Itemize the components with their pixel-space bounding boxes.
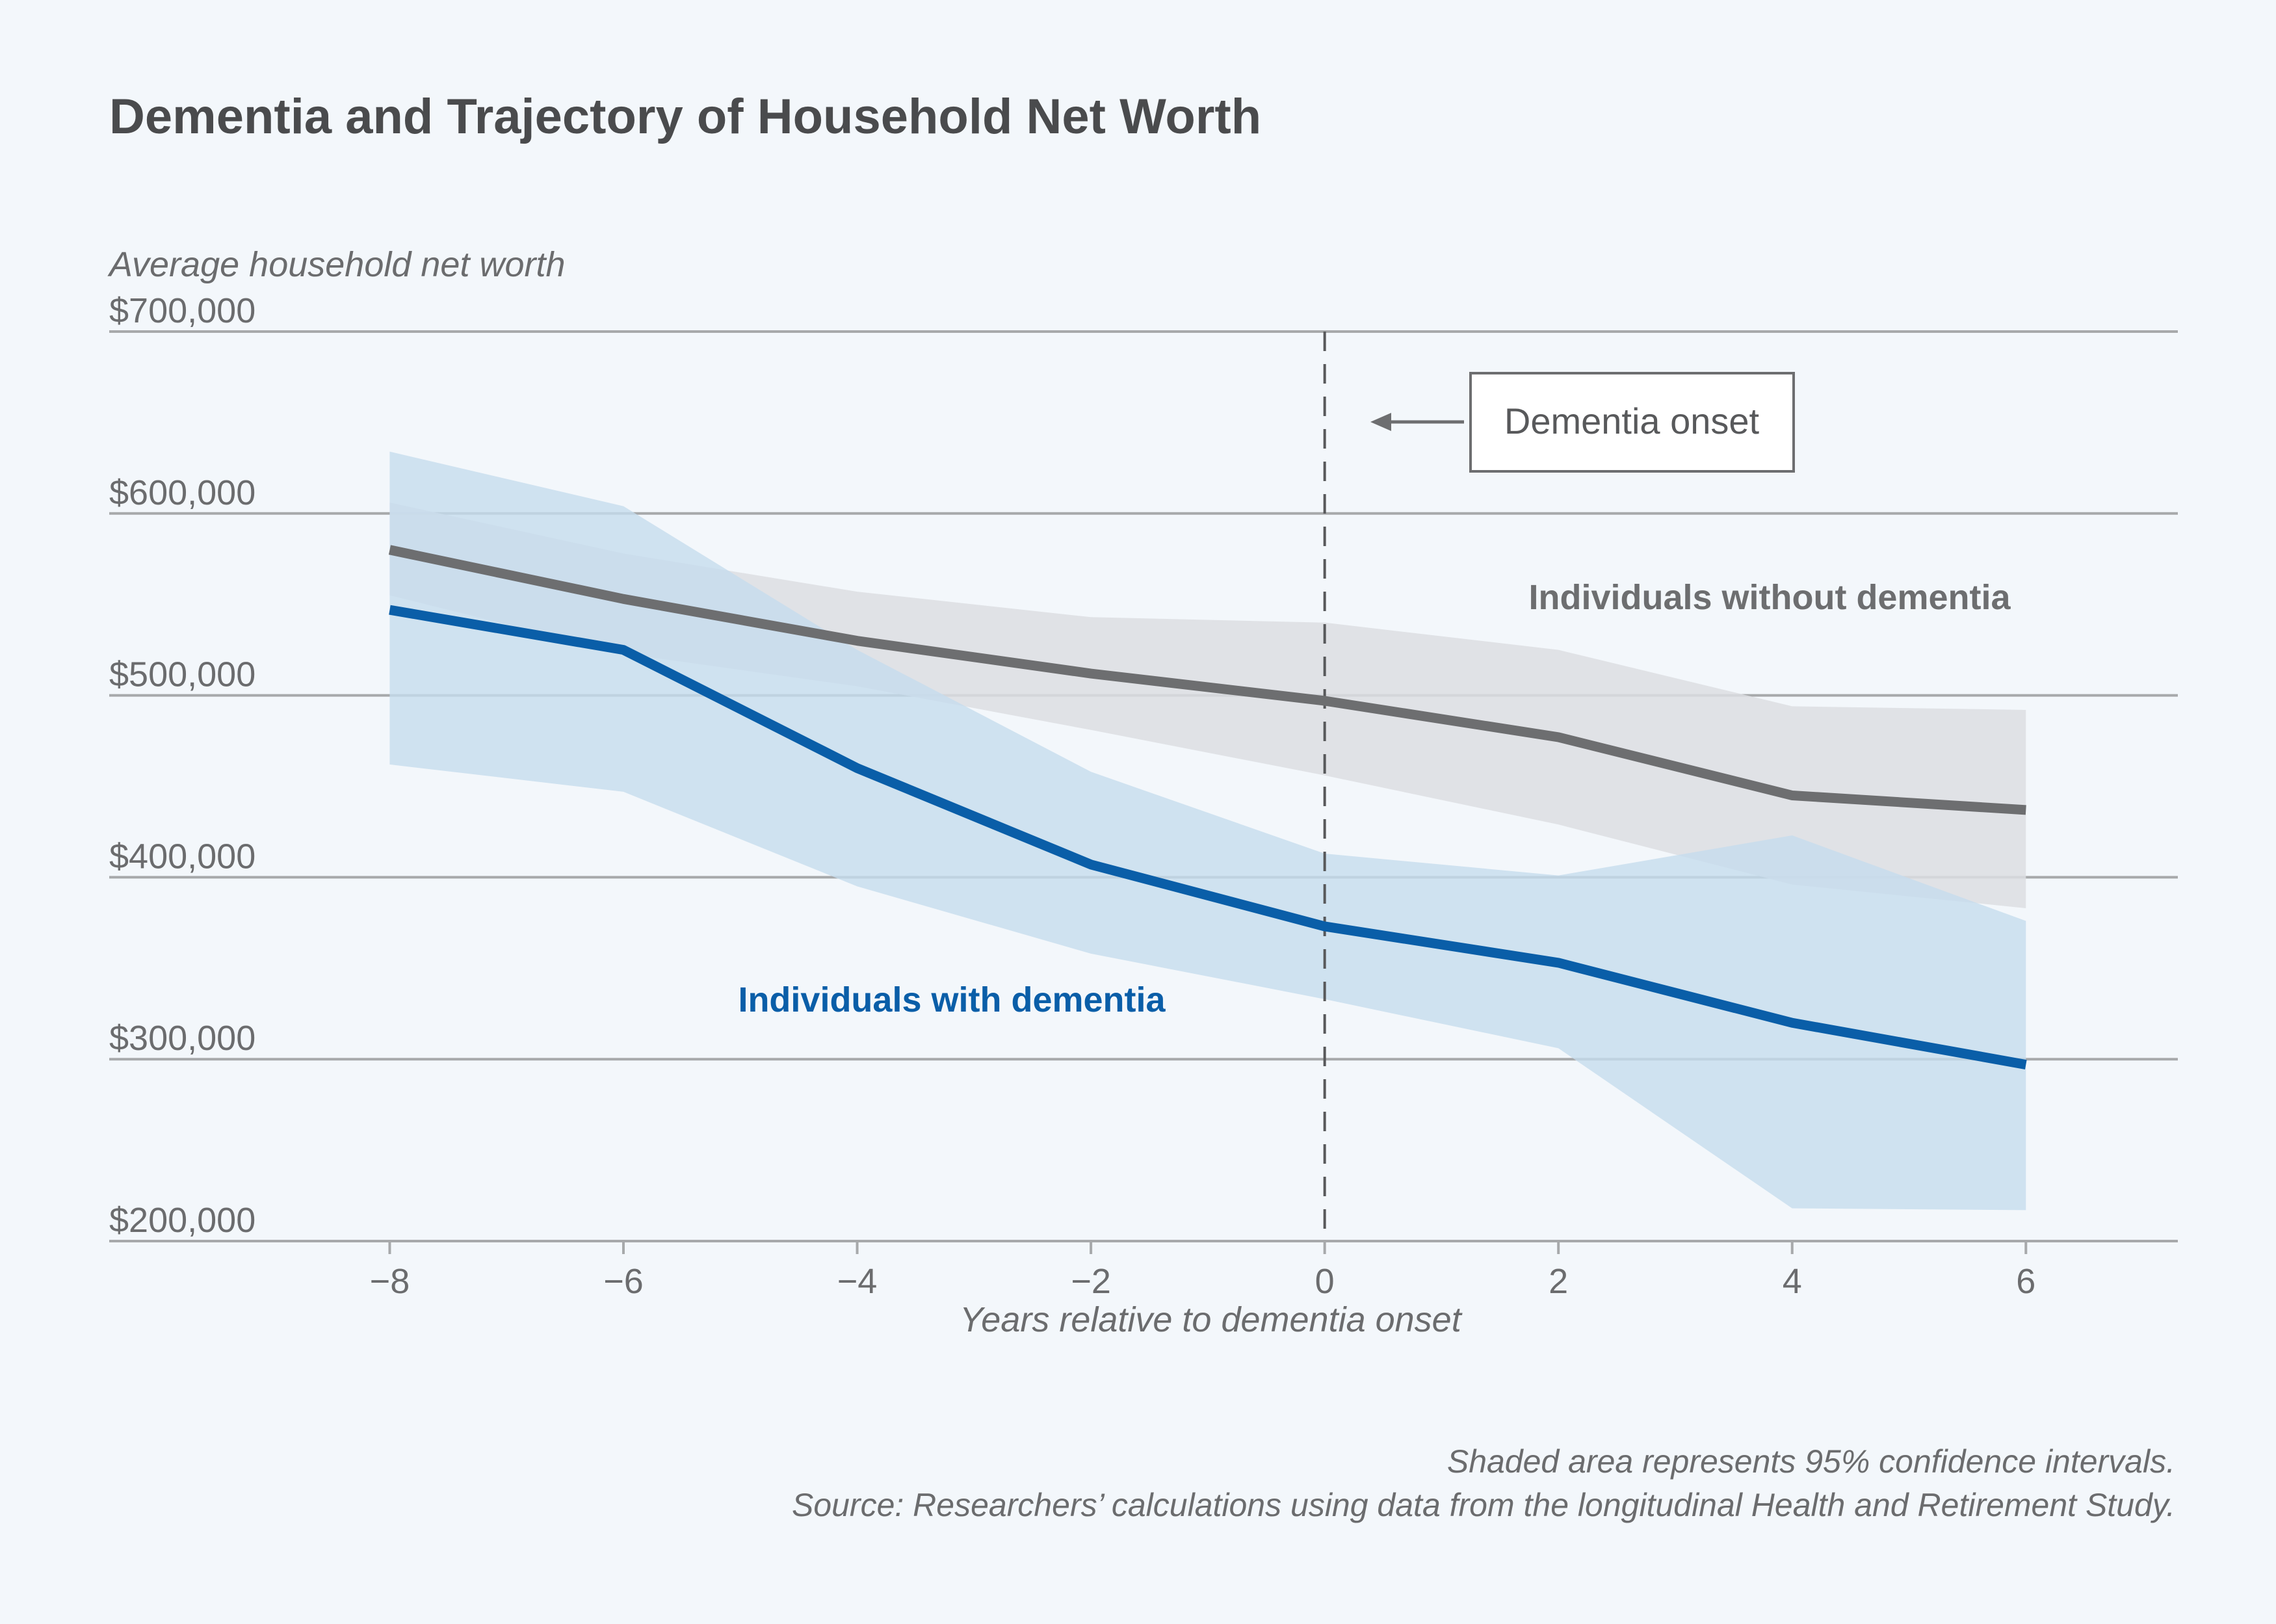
confidence-band-individuals-without-dementia	[389, 503, 2026, 908]
callout-label: Dementia onset	[1504, 400, 1760, 441]
series-line-individuals-without-dementia	[388, 545, 2026, 815]
series-label-without-dementia: Individuals without dementia	[1528, 578, 2011, 617]
x-tick-label: −2	[1071, 1262, 1111, 1301]
y-axis-label: Average household net worth	[107, 245, 566, 284]
y-tick-label: $400,000	[109, 837, 255, 876]
series-lines	[388, 545, 2027, 1069]
confidence-band-individuals-with-dementia	[389, 451, 2026, 1211]
x-tick-label: −6	[603, 1262, 644, 1301]
x-tick-label: 2	[1549, 1262, 1568, 1301]
x-tick-label: −8	[370, 1262, 410, 1301]
y-tick-label: $500,000	[109, 655, 255, 694]
y-tick-label: $600,000	[109, 473, 255, 512]
x-tick-label: 0	[1315, 1262, 1335, 1301]
x-tick-label: −4	[837, 1262, 878, 1301]
note-source: Source: Researchers’ calculations using …	[792, 1487, 2175, 1523]
x-tick-label: 4	[1783, 1262, 1802, 1301]
x-tick-label: 6	[2016, 1262, 2035, 1301]
x-axis-label: Years relative to dementia onset	[960, 1300, 1462, 1339]
callout-box	[1469, 372, 1795, 473]
y-tick-labels: $200,000 $300,000 $400,000 $500,000 $600,000…	[109, 291, 255, 1240]
y-tick-label: $300,000	[109, 1019, 255, 1058]
series-label-with-dementia: Individuals with dementia	[738, 980, 1166, 1019]
note-confidence: Shaded area represents 95% confidence in…	[1447, 1443, 2175, 1480]
y-tick-label: $700,000	[109, 291, 255, 330]
callout-arrow-head	[1370, 413, 1391, 431]
x-tick-labels: −8 −6 −4 −2 0 2 4 6	[370, 1241, 2035, 1301]
chart-title: Dementia and Trajectory of Household Net…	[109, 89, 1261, 144]
confidence-bands	[389, 451, 2026, 1211]
onset-callout: Dementia onset	[1370, 372, 1795, 473]
y-tick-label: $200,000	[109, 1201, 255, 1240]
series-line-individuals-with-dementia	[389, 605, 2027, 1069]
